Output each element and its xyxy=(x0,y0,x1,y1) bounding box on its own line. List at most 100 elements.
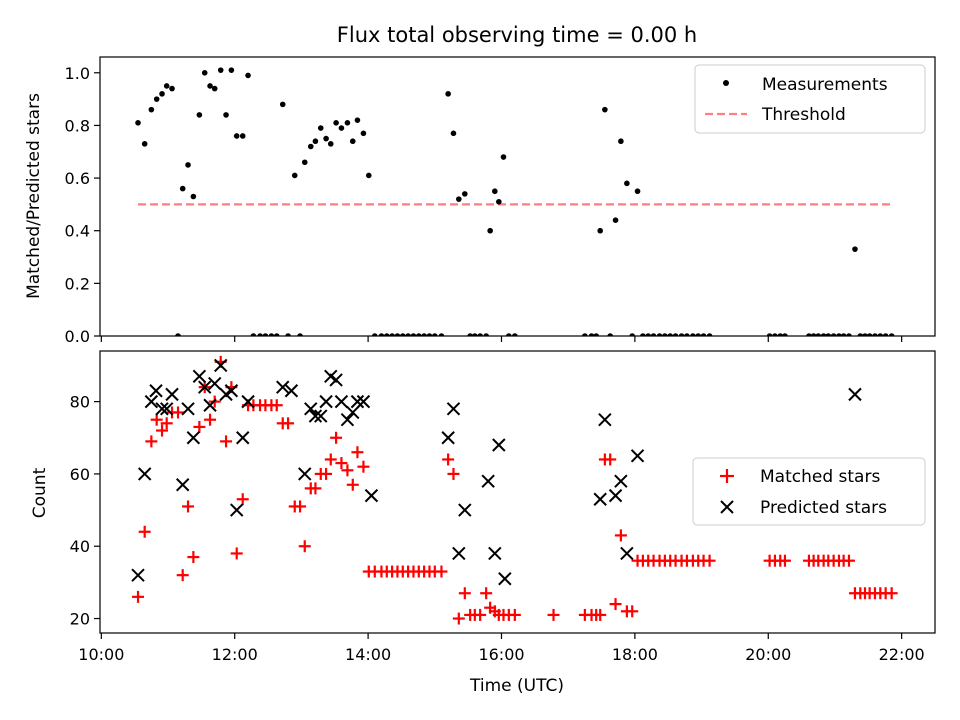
measurement-point xyxy=(846,333,852,336)
measurement-point xyxy=(217,67,224,73)
measurement-point xyxy=(456,196,462,202)
measurement-point xyxy=(487,227,493,234)
matched-star-point xyxy=(609,598,622,611)
matched-star-point xyxy=(132,590,145,603)
measurement-point xyxy=(228,67,235,73)
top-legend-box xyxy=(694,64,926,134)
predicted-star-point xyxy=(192,369,207,384)
measurement-point xyxy=(426,333,433,336)
measurement-point xyxy=(163,83,170,89)
bottom-y-ticks: 20 40 60 80 xyxy=(70,393,100,629)
measurement-point xyxy=(201,69,208,76)
x-tick-label: 12:00 xyxy=(212,645,258,664)
matched-star-point xyxy=(309,482,322,495)
measurement-point xyxy=(506,333,512,336)
predicted-star-point xyxy=(620,546,634,561)
measurement-point xyxy=(500,154,507,160)
measurement-point xyxy=(344,120,351,126)
measurement-point xyxy=(472,333,478,336)
matched-star-point xyxy=(156,424,169,437)
measurement-point xyxy=(477,333,483,336)
measurement-point xyxy=(582,333,588,336)
bottom-x-ticks: 10:00 12:00 14:00 16:00 18:00 20:00 22:00 xyxy=(78,633,925,664)
y-tick-label: 0.4 xyxy=(65,222,90,241)
measurement-point xyxy=(421,333,427,336)
matched-star-point xyxy=(346,478,359,491)
measurement-point xyxy=(667,333,674,336)
measurement-point xyxy=(656,333,663,336)
matched-star-point xyxy=(172,406,185,419)
measurement-point xyxy=(354,117,361,123)
measurement-point xyxy=(371,333,378,336)
measurement-point xyxy=(888,333,895,336)
predicted-star-point xyxy=(159,402,174,416)
matched-star-point xyxy=(508,608,521,621)
measurement-point xyxy=(327,141,334,147)
matched-star-point xyxy=(320,467,333,480)
legend-predicted-marker xyxy=(720,500,734,514)
measurement-point xyxy=(279,101,286,108)
measurement-point xyxy=(607,333,614,336)
measurement-point xyxy=(806,333,812,336)
measurement-point xyxy=(629,333,636,336)
y-tick-label: 80 xyxy=(70,393,90,412)
predicted-star-point xyxy=(488,546,502,561)
matched-star-point xyxy=(176,569,189,582)
matched-star-point xyxy=(885,587,898,600)
figure-title: Flux total observing time = 0.00 h xyxy=(337,23,697,47)
matched-star-point xyxy=(447,467,460,480)
measurement-point xyxy=(159,91,165,97)
predicted-star-point xyxy=(452,546,466,561)
measurement-point xyxy=(301,159,308,166)
y-tick-label: 60 xyxy=(70,465,90,484)
measurement-point xyxy=(810,333,817,336)
predicted-star-point xyxy=(614,474,628,488)
measurement-point xyxy=(645,333,652,336)
measurement-point xyxy=(695,333,702,336)
measurement-point xyxy=(624,180,630,187)
predicted-star-point xyxy=(198,380,212,394)
measurement-point xyxy=(782,333,788,336)
top-legend: Measurements Threshold xyxy=(694,64,926,134)
measurement-point xyxy=(852,246,858,252)
measurement-point xyxy=(840,333,847,336)
predicted-star-point xyxy=(284,384,299,398)
matched-star-point xyxy=(204,413,217,426)
bottom-legend: Matched stars Predicted stars xyxy=(692,457,926,526)
matched-star-point xyxy=(626,605,639,618)
measurement-point xyxy=(169,85,175,92)
measurement-point xyxy=(389,333,395,336)
predicted-star-point xyxy=(236,431,250,445)
measurement-point xyxy=(291,172,298,179)
bottom-axes-frame xyxy=(99,350,936,634)
measurement-point xyxy=(825,333,832,336)
matched-star-point xyxy=(230,547,243,560)
matched-star-point xyxy=(182,500,195,513)
matched-star-point xyxy=(435,565,448,578)
matched-star-point xyxy=(842,554,855,567)
top-axes-frame xyxy=(99,56,936,337)
predicted-star-point xyxy=(241,394,255,409)
measurement-point xyxy=(662,333,668,336)
matched-star-point xyxy=(604,453,617,466)
matched-star-point xyxy=(778,554,791,567)
measurement-point xyxy=(777,333,784,336)
measurement-point xyxy=(650,333,657,336)
matched-star-point xyxy=(270,399,283,412)
measurement-point xyxy=(815,333,822,336)
measurement-point xyxy=(597,227,603,234)
predicted-star-point xyxy=(203,398,217,412)
measurement-point xyxy=(250,333,257,336)
y-tick-label: 0.0 xyxy=(65,327,90,346)
measurement-point xyxy=(399,333,406,336)
predicted-star-point xyxy=(224,384,239,398)
predicted-star-point xyxy=(608,488,623,503)
measurement-point xyxy=(239,133,246,139)
matched-star-point xyxy=(324,453,337,466)
measurement-point xyxy=(618,138,624,145)
measurement-point xyxy=(588,333,595,336)
measurement-point xyxy=(153,96,160,102)
matched-star-point xyxy=(138,525,151,538)
x-tick-label: 22:00 xyxy=(879,645,925,664)
